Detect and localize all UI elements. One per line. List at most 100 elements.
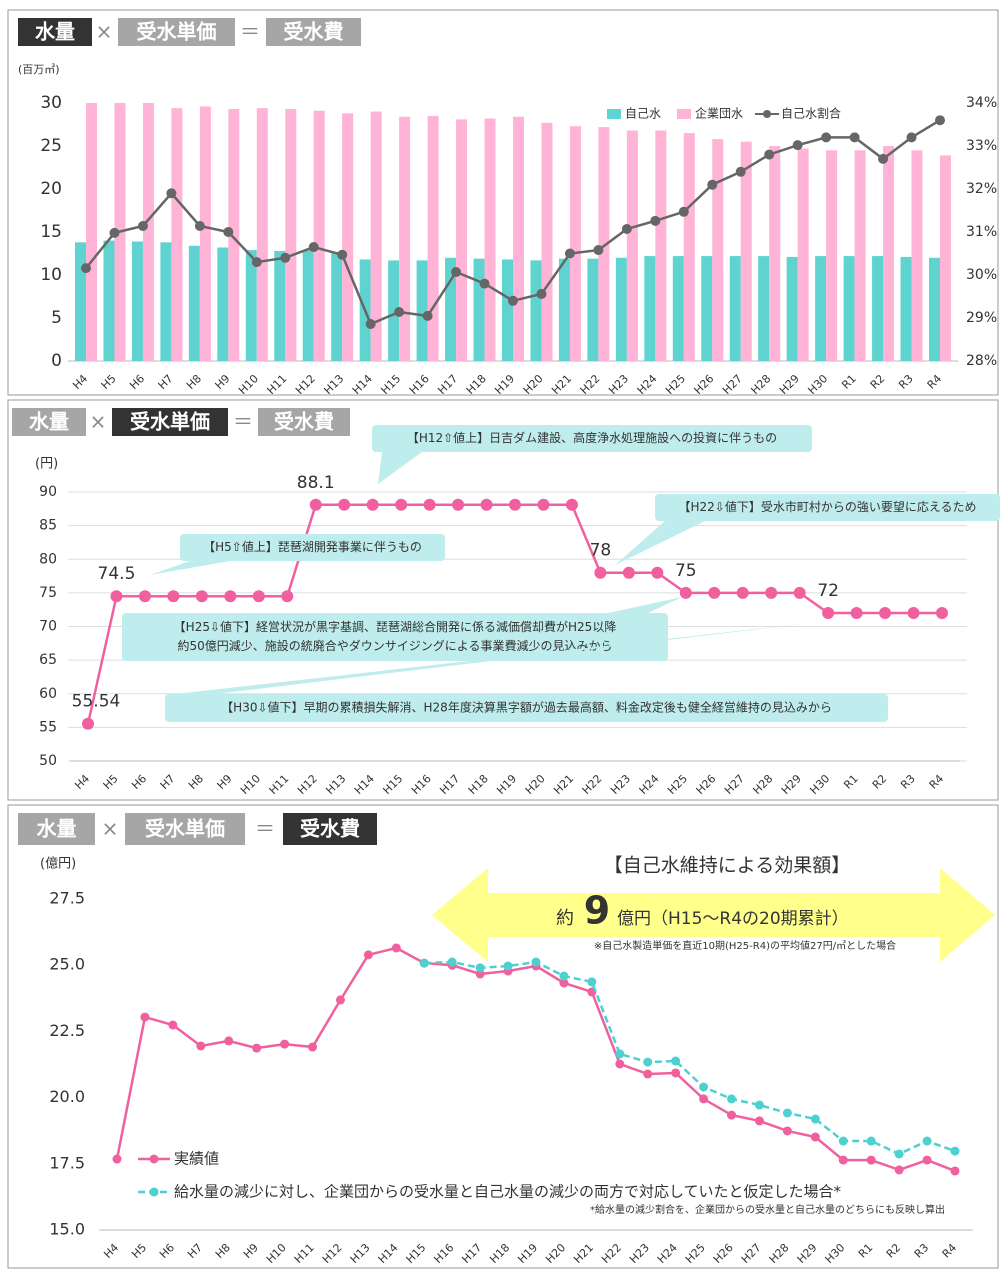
point — [866, 1136, 876, 1146]
point — [419, 958, 429, 968]
panel — [7, 804, 999, 1269]
point — [308, 242, 319, 253]
y-unit: (円) — [35, 457, 58, 472]
point — [866, 1155, 876, 1165]
bar — [644, 256, 656, 361]
point — [194, 220, 205, 231]
point — [112, 1154, 122, 1164]
x-tick-label: H30 — [823, 1241, 848, 1266]
point — [922, 1155, 932, 1165]
point — [564, 248, 575, 259]
legend-swatch — [677, 109, 692, 119]
point — [707, 179, 718, 190]
point — [699, 1082, 709, 1092]
header-term: 水量 — [35, 20, 75, 44]
point — [166, 188, 177, 199]
y-tick-label: 17.5 — [49, 1153, 85, 1172]
point — [195, 590, 208, 603]
header-box — [283, 813, 377, 845]
x-tick-label: R1 — [839, 372, 859, 392]
bar — [530, 260, 542, 361]
effect-suffix: 億円（H15〜R4の20期累計） — [617, 909, 849, 929]
point — [894, 1149, 904, 1159]
x-tick-label: H26 — [694, 772, 719, 797]
point — [363, 950, 373, 960]
point — [337, 249, 348, 260]
callout — [180, 534, 445, 561]
point — [140, 1012, 150, 1022]
point — [615, 1049, 625, 1059]
point — [679, 586, 692, 599]
x-tick-label: H8 — [184, 372, 204, 392]
point — [559, 971, 569, 981]
x-tick-label: H12 — [295, 772, 320, 797]
point — [587, 977, 597, 987]
x-tick-label: H5 — [99, 372, 119, 392]
footnote: *給水量の減少割合を、企業団からの受水量と自己水量のどちらにも反映し算出 — [590, 1203, 945, 1216]
header-op: × — [96, 20, 113, 44]
bar — [370, 111, 382, 361]
x-tick-label: H10 — [238, 772, 263, 797]
bar — [615, 257, 627, 361]
point — [81, 263, 91, 274]
bar — [769, 146, 781, 361]
point — [422, 310, 433, 321]
y-tick-label: 5 — [51, 308, 62, 328]
point — [452, 498, 465, 511]
bar — [502, 259, 513, 361]
y2-tick-label: 30% — [966, 267, 997, 283]
header-box — [258, 408, 350, 436]
point — [792, 140, 803, 151]
x-tick-label: H20 — [543, 1241, 568, 1266]
point — [793, 586, 806, 599]
bar — [900, 256, 912, 361]
x-tick-label: H15 — [378, 372, 403, 397]
bar — [388, 260, 400, 361]
y-tick-label: 70 — [39, 619, 57, 635]
callout-text: 約50億円減少、施設の統廃合やダウンサイジングによる事業費減少の見込みから — [178, 638, 613, 653]
point — [736, 586, 749, 599]
x-tick-label: H13 — [323, 772, 348, 797]
callout-pointer — [615, 521, 705, 565]
x-tick-label: H13 — [321, 372, 346, 397]
legend-dot — [149, 1154, 159, 1164]
point — [223, 227, 234, 237]
y2-tick-label: 33% — [966, 138, 997, 154]
x-tick-label: H9 — [215, 772, 235, 792]
bar — [854, 150, 866, 361]
point — [251, 257, 262, 268]
y2-tick-label: 32% — [966, 181, 997, 197]
point — [894, 1165, 904, 1175]
x-tick-label: R2 — [868, 372, 888, 392]
header-op: × — [102, 817, 119, 841]
point — [365, 319, 376, 330]
bar — [683, 133, 695, 361]
legend-label: 実績値 — [174, 1150, 219, 1168]
x-tick-label: H15 — [404, 1241, 429, 1266]
x-tick-label: R1 — [856, 1241, 876, 1261]
x-tick-label: H27 — [739, 1241, 764, 1266]
point — [810, 1132, 820, 1142]
point — [281, 590, 294, 603]
bar — [843, 256, 855, 361]
callout-text: 【H22⇩値下】受水市町村からの強い要望に応えるため — [679, 499, 977, 514]
x-tick-label: H23 — [627, 1241, 652, 1266]
x-tick-label: H8 — [186, 772, 206, 792]
x-tick-label: H10 — [236, 372, 261, 397]
bar — [740, 141, 752, 361]
bar — [911, 150, 923, 361]
point — [366, 498, 379, 511]
point — [309, 498, 322, 511]
bar — [484, 118, 496, 361]
x-tick-label: H19 — [515, 1241, 540, 1266]
point — [879, 607, 892, 620]
point — [935, 115, 945, 126]
point — [82, 717, 94, 730]
x-tick-label: H17 — [435, 372, 460, 397]
point — [508, 295, 518, 306]
y-tick-label: 10 — [40, 265, 62, 285]
point — [594, 566, 607, 579]
point — [475, 963, 485, 973]
callout — [122, 613, 668, 661]
